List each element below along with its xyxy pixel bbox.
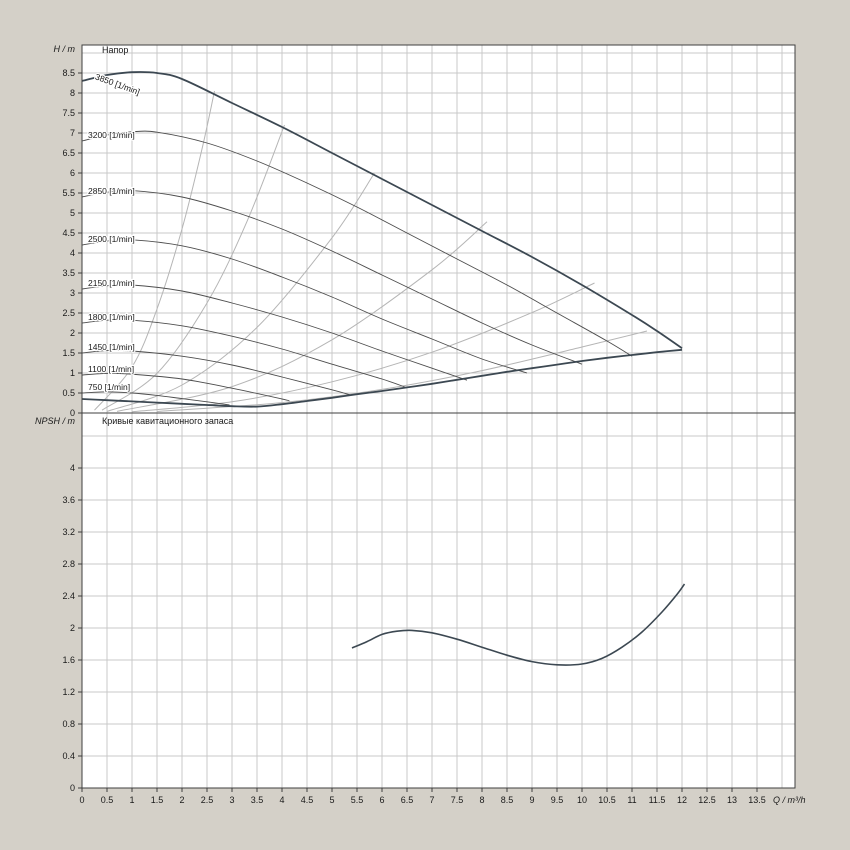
x-tick-label: 9.5	[551, 795, 564, 805]
envelope-lower	[81, 348, 683, 408]
x-tick-label: 13.5	[748, 795, 766, 805]
x-tick-label: 1.5	[151, 795, 164, 805]
npsh-y-tick-label: 3.6	[62, 495, 75, 505]
head-y-tick-label: 4	[70, 248, 75, 258]
head-y-tick-label: 5.5	[62, 188, 75, 198]
head-y-tick-label: 8	[70, 88, 75, 98]
x-axis-unit-label: Q / m³/h	[773, 795, 806, 805]
speed-curve-label-750: 750 [1/min]	[88, 382, 130, 392]
npsh-y-tick-label: 1.6	[62, 655, 75, 665]
npsh-y-tick-label: 0	[70, 783, 75, 793]
head-y-tick-label: 3	[70, 288, 75, 298]
x-tick-label: 13	[727, 795, 737, 805]
speed-curve-1450	[81, 349, 350, 396]
x-tick-label: 2	[179, 795, 184, 805]
system-curve	[156, 330, 648, 412]
speed-curve-3850	[81, 71, 683, 349]
system-curve	[116, 221, 488, 412]
x-tick-label: 1	[129, 795, 134, 805]
speed-curve-label-1100: 1100 [1/min]	[88, 364, 134, 374]
head-chart-title: Напор	[102, 45, 128, 55]
npsh-grid	[82, 413, 795, 788]
x-tick-label: 0	[79, 795, 84, 805]
head-plot-area	[82, 45, 795, 413]
x-tick-label: 8.5	[501, 795, 514, 805]
x-tick-label: 12	[677, 795, 687, 805]
system-curves	[94, 90, 648, 413]
head-y-tick-label: 3.5	[62, 268, 75, 278]
x-tick-label: 11.5	[649, 795, 666, 805]
head-y-tick-label: 1.5	[62, 348, 75, 358]
system-curve	[94, 90, 215, 411]
npsh-plot-area	[82, 413, 795, 788]
head-y-tick-label: 2.5	[62, 308, 75, 318]
speed-curve-3200	[81, 130, 633, 357]
speed-curve-2850	[81, 189, 583, 365]
speed-curves	[81, 71, 683, 406]
speed-curve-2150	[81, 284, 468, 381]
head-y-tick-label: 5	[70, 208, 75, 218]
system-curve	[101, 124, 285, 411]
x-tick-label: 3	[229, 795, 234, 805]
x-tick-label: 10.5	[598, 795, 616, 805]
x-tick-label: 11	[627, 795, 636, 805]
npsh-chart-title: Кривые кавитационного запаса	[102, 416, 233, 426]
x-tick-label: 5	[329, 795, 334, 805]
npsh-y-tick-label: 0.8	[62, 719, 75, 729]
x-tick-label: 9	[529, 795, 534, 805]
npsh-y-tick-label: 4	[70, 463, 75, 473]
head-y-tick-label: 0	[70, 408, 75, 418]
x-tick-label: 4.5	[301, 795, 314, 805]
x-tick-label: 3.5	[251, 795, 264, 805]
head-y-tick-label: 2	[70, 328, 75, 338]
npsh-y-tick-label: 2.4	[62, 591, 75, 601]
head-y-tick-label: 0.5	[62, 388, 75, 398]
head-y-tick-label: 7	[70, 128, 75, 138]
npsh-y-tick-label: 0.4	[62, 751, 75, 761]
x-tick-label: 4	[279, 795, 284, 805]
speed-curve-label-2150: 2150 [1/min]	[88, 278, 135, 288]
x-tick-label: 7.5	[451, 795, 464, 805]
head-y-tick-label: 7.5	[62, 108, 75, 118]
npsh-curve	[351, 583, 686, 666]
x-tick-label: 6.5	[401, 795, 414, 805]
speed-curve-label-3200: 3200 [1/min]	[88, 130, 135, 140]
x-tick-label: 0.5	[101, 795, 114, 805]
x-tick-label: 10	[577, 795, 587, 805]
x-tick-label: 2.5	[201, 795, 214, 805]
npsh-plot-border	[81, 412, 796, 789]
speed-curve-2500	[81, 239, 528, 374]
speed-curve-label-1800: 1800 [1/min]	[88, 312, 135, 322]
head-y-tick-label: 1	[70, 368, 75, 378]
speed-curve-label-2850: 2850 [1/min]	[88, 186, 135, 196]
system-curve	[106, 172, 375, 412]
speed-curve-1100	[81, 372, 290, 402]
axis-ticks	[78, 72, 758, 792]
npsh-y-tick-label: 3.2	[62, 527, 75, 537]
system-curve	[131, 282, 595, 413]
speed-curve-label-1450: 1450 [1/min]	[88, 342, 135, 352]
npsh-y-tick-label: 2.8	[62, 559, 75, 569]
x-tick-label: 6	[379, 795, 384, 805]
head-y-tick-label: 4.5	[62, 228, 75, 238]
x-tick-label: 8	[479, 795, 484, 805]
head-y-axis-label: H / m	[54, 44, 76, 54]
head-y-tick-label: 8.5	[62, 68, 75, 78]
x-tick-label: 7	[429, 795, 434, 805]
speed-curve-1800	[81, 319, 408, 389]
head-y-tick-label: 6.5	[62, 148, 75, 158]
head-y-tick-label: 6	[70, 168, 75, 178]
npsh-y-axis-label: NPSH / m	[35, 416, 76, 426]
npsh-y-tick-label: 2	[70, 623, 75, 633]
speed-curve-750	[81, 391, 230, 406]
speed-curve-label-2500: 2500 [1/min]	[88, 234, 135, 244]
x-tick-label: 5.5	[351, 795, 364, 805]
npsh-y-tick-label: 1.2	[62, 687, 75, 697]
x-tick-label: 12.5	[698, 795, 716, 805]
